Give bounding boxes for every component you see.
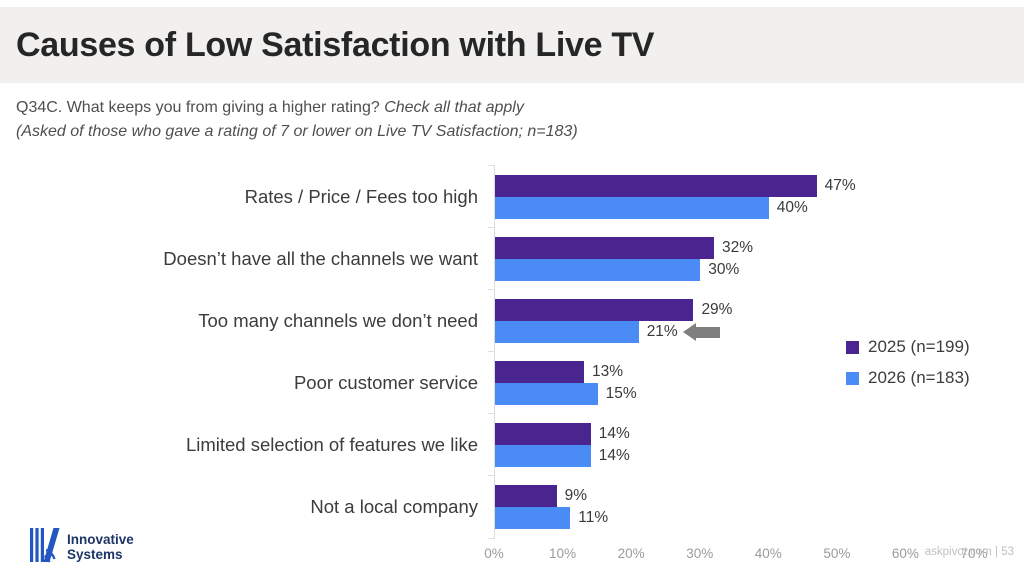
bar-2025 bbox=[495, 175, 817, 197]
bar-line: 30% bbox=[495, 259, 974, 281]
bar-2025 bbox=[495, 361, 584, 383]
category-label: Poor customer service bbox=[293, 372, 478, 394]
bar-2025 bbox=[495, 485, 557, 507]
bar-row: Too many channels we don’t need 29% 21% bbox=[16, 289, 974, 352]
value-label: 11% bbox=[578, 509, 609, 526]
category-label: Limited selection of features we like bbox=[185, 434, 478, 456]
question-line1-normal: Q34C. What keeps you from giving a highe… bbox=[16, 99, 385, 116]
bar-2025 bbox=[495, 237, 714, 259]
bar-line: 13% bbox=[495, 361, 974, 383]
bar-2026 bbox=[495, 197, 769, 219]
logo-line1: Innovative bbox=[67, 531, 134, 547]
bar-line: 9% bbox=[495, 485, 974, 507]
question-text: Q34C. What keeps you from giving a highe… bbox=[16, 96, 578, 144]
value-label: 15% bbox=[605, 385, 637, 402]
bar-row: Not a local company 9% 11% bbox=[16, 475, 974, 539]
value-label: 14% bbox=[598, 425, 630, 442]
bar-2026 bbox=[495, 445, 591, 467]
bar-row: Doesn’t have all the channels we want 32%… bbox=[16, 227, 974, 290]
value-label: 9% bbox=[564, 487, 587, 504]
legend-swatch-2025 bbox=[846, 340, 859, 354]
x-axis-tick-label: 40% bbox=[754, 546, 782, 561]
bar-line: 40% bbox=[495, 197, 974, 219]
value-label: 32% bbox=[721, 239, 753, 256]
row-plot: 47% 40% bbox=[488, 165, 974, 228]
value-label: 29% bbox=[701, 301, 733, 318]
row-plot: 32% 30% bbox=[488, 227, 974, 290]
bar-line: 14% bbox=[495, 445, 974, 467]
bar-2026 bbox=[495, 383, 598, 405]
bar-line: 14% bbox=[495, 423, 974, 445]
value-label: 13% bbox=[591, 363, 623, 380]
bar-line: 29% bbox=[495, 299, 974, 321]
bar-2026 bbox=[495, 321, 639, 343]
bar-2026 bbox=[495, 259, 701, 281]
value-label: 14% bbox=[598, 447, 630, 464]
question-line1: Q34C. What keeps you from giving a highe… bbox=[16, 96, 578, 120]
category-label: Rates / Price / Fees too high bbox=[244, 186, 478, 208]
question-line1-italic: Check all that apply bbox=[384, 99, 524, 116]
category-label: Not a local company bbox=[310, 496, 478, 518]
question-line2: (Asked of those who gave a rating of 7 o… bbox=[16, 123, 578, 140]
bar-line: 21% bbox=[495, 321, 974, 343]
logo-line2: Systems bbox=[67, 546, 123, 562]
bar-row: Rates / Price / Fees too high 47% 40% bbox=[16, 165, 974, 228]
bar-line: 11% bbox=[495, 507, 974, 529]
bar-row: Limited selection of features we like 14%… bbox=[16, 413, 974, 476]
legend-label-2026: 2026 (n=183) bbox=[868, 368, 970, 387]
legend-item-2026: 2026 (n=183) bbox=[846, 368, 970, 388]
row-plot: 9% 11% bbox=[488, 475, 974, 539]
bar-2025 bbox=[495, 299, 694, 321]
bar-row: Poor customer service 13% 15% bbox=[16, 351, 974, 414]
row-plot: 13% 15% bbox=[488, 351, 974, 414]
chart-rows: Rates / Price / Fees too high 47% 40% Doesn… bbox=[16, 165, 974, 539]
row-plot: 29% 21% bbox=[488, 289, 974, 352]
category-label: Doesn’t have all the channels we want bbox=[163, 248, 478, 270]
x-axis-tick-label: 20% bbox=[617, 546, 645, 561]
row-plot: 14% 14% bbox=[488, 413, 974, 476]
value-label: 30% bbox=[708, 261, 740, 278]
legend-item-2025: 2025 (n=199) bbox=[846, 337, 970, 357]
bar-line: 32% bbox=[495, 237, 974, 259]
value-label: 40% bbox=[776, 199, 808, 216]
page-title: Causes of Low Satisfaction with Live TV bbox=[16, 25, 655, 64]
bar-2025 bbox=[495, 423, 591, 445]
innovative-systems-logo: Innovative Systems bbox=[30, 527, 134, 568]
logo-icon bbox=[30, 527, 60, 568]
x-axis-tick-label: 50% bbox=[823, 546, 851, 561]
category-label: Too many channels we don’t need bbox=[198, 310, 478, 332]
decline-arrow-icon bbox=[682, 322, 720, 341]
value-label: 47% bbox=[824, 177, 856, 194]
bar-2026 bbox=[495, 507, 571, 529]
legend-label-2025: 2025 (n=199) bbox=[868, 337, 970, 356]
x-axis-tick-label: 70% bbox=[960, 546, 988, 561]
watermark-text: askpivot.com | 53 bbox=[924, 546, 1014, 558]
x-axis-tick-label: 0% bbox=[484, 546, 504, 561]
chart-legend: 2025 (n=199) 2026 (n=183) bbox=[846, 337, 970, 388]
legend-swatch-2026 bbox=[846, 371, 859, 385]
bar-line: 47% bbox=[495, 175, 974, 197]
x-axis-tick-label: 60% bbox=[891, 546, 919, 561]
value-label: 21% bbox=[646, 323, 678, 340]
logo-text: Innovative Systems bbox=[67, 531, 134, 563]
x-axis-tick-label: 30% bbox=[686, 546, 714, 561]
header-band: Causes of Low Satisfaction with Live TV bbox=[0, 7, 1024, 83]
x-axis-tick-label: 10% bbox=[549, 546, 577, 561]
bar-line: 15% bbox=[495, 383, 974, 405]
x-axis: 0% 10% 20% 30% 40% 50% 60% 70% bbox=[484, 546, 987, 564]
